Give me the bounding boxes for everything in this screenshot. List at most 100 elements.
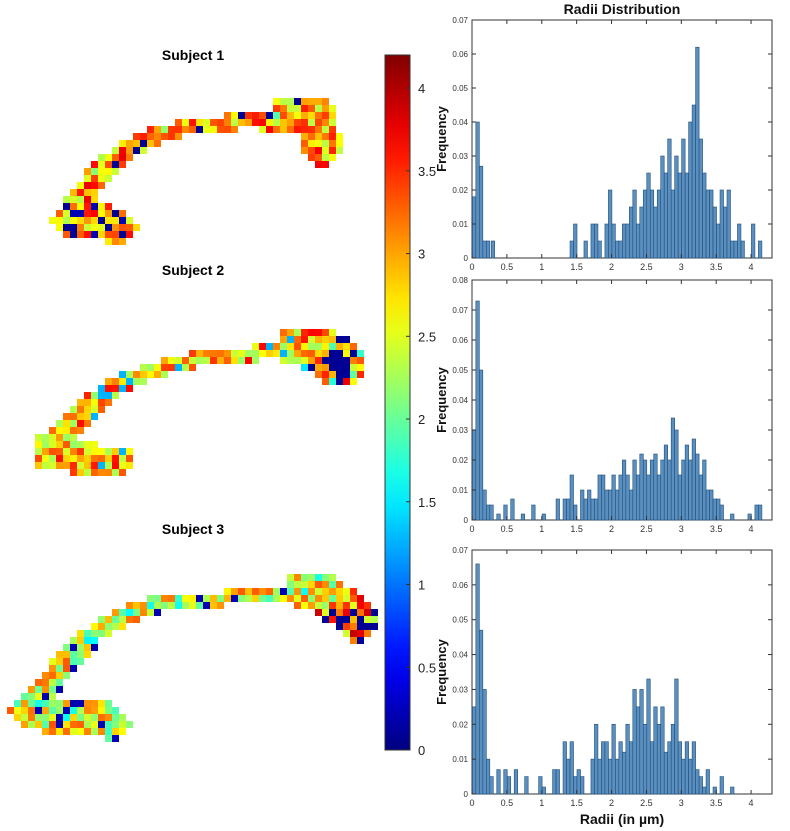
- voxel: [140, 140, 147, 147]
- voxel: [70, 434, 77, 441]
- voxel: [126, 602, 133, 609]
- voxel: [77, 469, 84, 476]
- histogram-1: 0 0.5 1 1.5 2 2.5 3 3.5 4 0 0.01 0.02 0.03 0.04 0.05 0.…: [434, 1, 773, 272]
- voxel: [308, 105, 315, 112]
- histogram-bar: [601, 474, 606, 521]
- voxel: [105, 224, 112, 231]
- y-tick-label: 0.02: [452, 186, 468, 195]
- voxel: [77, 399, 84, 406]
- voxel: [210, 350, 217, 357]
- histogram-bar: [538, 776, 543, 795]
- voxel: [35, 679, 42, 686]
- voxel: [70, 721, 77, 728]
- voxel: [315, 588, 322, 595]
- histogram-bar: [670, 189, 675, 259]
- histogram-bar: [636, 706, 641, 795]
- histogram-bar: [698, 474, 703, 521]
- voxel: [308, 133, 315, 140]
- voxel: [70, 196, 77, 203]
- histogram-bar: [642, 189, 648, 259]
- voxel: [91, 231, 98, 238]
- voxel: [98, 721, 105, 728]
- voxel: [238, 357, 245, 364]
- voxel: [119, 616, 126, 623]
- histogram-bar: [646, 172, 651, 259]
- voxel: [357, 602, 364, 609]
- histogram-bar: [733, 240, 738, 259]
- voxel: [49, 217, 56, 224]
- voxel: [112, 217, 119, 224]
- histogram-bar: [482, 489, 487, 521]
- voxel: [273, 588, 280, 595]
- histogram-bar: [479, 629, 484, 795]
- voxel: [210, 126, 217, 133]
- voxel: [63, 434, 70, 441]
- voxel: [175, 364, 182, 371]
- voxel: [105, 448, 112, 455]
- voxel: [112, 448, 119, 455]
- voxel: [308, 119, 315, 126]
- voxel: [91, 707, 98, 714]
- voxel: [91, 161, 98, 168]
- voxel: [294, 350, 301, 357]
- histogram-bar: [698, 138, 703, 259]
- histogram-bar: [573, 504, 578, 521]
- voxel: [56, 462, 63, 469]
- histogram-bar: [541, 513, 546, 521]
- voxel: [70, 427, 77, 434]
- voxel: [126, 448, 133, 455]
- voxel: [350, 630, 357, 637]
- voxel: [168, 126, 175, 133]
- y-tick-label: 0.06: [452, 50, 468, 59]
- voxel: [301, 581, 308, 588]
- voxel: [70, 448, 77, 455]
- voxel: [280, 119, 287, 126]
- histogram-bar: [660, 459, 665, 521]
- voxel: [329, 147, 336, 154]
- voxel: [350, 609, 357, 616]
- voxel: [189, 350, 196, 357]
- y-tick-label: 0.07: [452, 306, 468, 315]
- voxel: [238, 588, 245, 595]
- voxel: [182, 364, 189, 371]
- voxel: [63, 196, 70, 203]
- voxel: [56, 707, 63, 714]
- voxel: [77, 413, 84, 420]
- voxel: [70, 707, 77, 714]
- voxel: [280, 357, 287, 364]
- voxel: [252, 119, 259, 126]
- voxel: [70, 231, 77, 238]
- voxel: [42, 462, 49, 469]
- voxel: [175, 357, 182, 364]
- voxel: [63, 714, 70, 721]
- voxel: [77, 728, 84, 735]
- voxel: [42, 693, 49, 700]
- voxel: [168, 364, 175, 371]
- histogram-3: 0 0.5 1 1.5 2 2.5 3 3.5 4 0 0.01 0.02 0.03 0.04 0.05 0.…: [434, 546, 773, 827]
- voxel: [245, 119, 252, 126]
- voxel: [77, 700, 84, 707]
- voxel: [343, 595, 350, 602]
- voxel: [301, 119, 308, 126]
- voxel: [168, 133, 175, 140]
- histogram-bar: [719, 776, 724, 795]
- voxel: [42, 714, 49, 721]
- voxel: [322, 147, 329, 154]
- histogram-bar: [698, 776, 703, 795]
- colorbar-tick-label: 0: [418, 743, 425, 758]
- histogram-bar: [611, 474, 616, 521]
- voxel: [266, 119, 273, 126]
- voxel: [147, 133, 154, 140]
- voxel: [301, 126, 308, 133]
- voxel: [301, 133, 308, 140]
- histogram-bar: [705, 489, 710, 521]
- colorbar-tick-label: 1.5: [418, 495, 436, 510]
- voxel: [343, 364, 350, 371]
- voxel: [315, 350, 322, 357]
- voxel: [49, 672, 56, 679]
- voxel: [42, 686, 49, 693]
- voxel: [161, 126, 168, 133]
- voxel: [266, 350, 273, 357]
- voxel: [336, 378, 343, 385]
- voxel: [105, 238, 112, 245]
